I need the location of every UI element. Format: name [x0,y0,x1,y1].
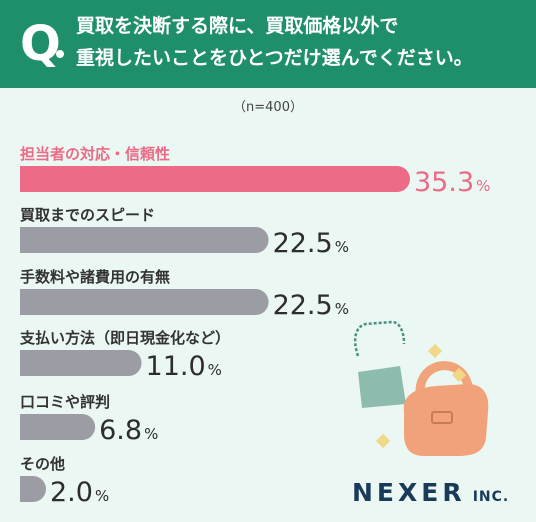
value-unit: % [335,238,349,256]
bar [20,350,142,376]
bar-left-end [20,289,33,315]
value-label: 22.5% [273,290,349,321]
value-label: 6.8% [99,415,158,446]
handbag-icon-handle [415,361,473,397]
value-unit: % [335,300,349,318]
value-label: 22.5% [273,228,349,259]
category-label: 担当者の対応・信頼性 [20,145,170,163]
nexer-logo: NEXER INC. [352,478,509,507]
question-line-1: 買取を決断する際に、買取価格以外で [76,15,399,37]
sparkle-icon-1 [427,343,443,359]
value-number: 22.5 [273,290,333,321]
value-number: 35.3 [414,167,474,198]
sparkle-icon-3 [375,433,391,449]
value-label: 2.0% [50,477,109,508]
bar-left-end [20,166,33,192]
q-letter: Q [20,16,61,72]
value-unit: % [208,361,222,379]
value-label: 35.3% [414,167,490,198]
value-number: 2.0 [50,477,93,508]
bar-left-end [20,414,33,440]
question-header: Q 買取を決断する際に、買取価格以外で 重視したいことをひとつだけ選んでください… [0,0,536,88]
handbag-icon-body [403,384,489,456]
value-label: 11.0% [146,351,222,382]
handbag-clasp [431,411,453,424]
question-line-2: 重視したいことをひとつだけ選んでください。 [76,47,473,69]
value-number: 22.5 [273,228,333,259]
category-label: 買取までのスピード [20,206,155,224]
q-dot-icon [56,50,64,58]
bar-left-end [20,476,33,502]
value-unit: % [144,425,158,443]
bar-left-end [20,227,33,253]
logo-name: NEXER [352,478,466,507]
value-unit: % [476,177,490,195]
bags-illustration [354,320,489,456]
small-tote-bag-body [358,366,406,408]
value-number: 11.0 [146,351,206,382]
bar [20,227,269,253]
bar [20,289,269,315]
value-number: 6.8 [99,415,142,446]
category-label: その他 [20,455,65,473]
sample-size: （n=400） [233,100,303,115]
logo-suffix: INC. [472,489,510,505]
small-tote-bag-icon [354,320,406,357]
bar-left-end [20,350,33,376]
value-unit: % [95,487,109,505]
category-label: 口コミや評判 [20,393,110,411]
bar [20,414,96,440]
category-label: 手数料や諸費用の有無 [20,268,170,286]
category-label: 支払い方法（即日現金化など） [19,329,230,347]
bar [20,166,410,192]
sparkle-icon-2 [451,367,467,383]
